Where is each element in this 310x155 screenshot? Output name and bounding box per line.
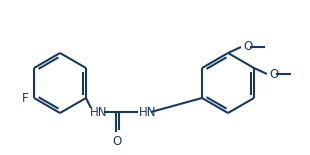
Text: HN: HN (90, 106, 108, 119)
Text: O: O (243, 40, 252, 53)
Text: O: O (269, 67, 278, 80)
Text: O: O (113, 135, 122, 148)
Text: HN: HN (139, 106, 157, 119)
Text: F: F (21, 91, 28, 104)
